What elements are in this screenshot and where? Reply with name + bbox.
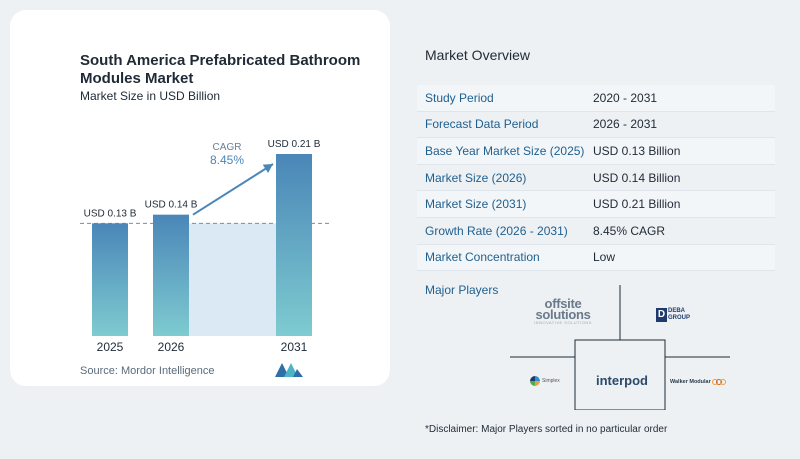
deba-logo-mark: D — [656, 308, 667, 322]
overview-row: Growth Rate (2026 - 2031) 8.45% CAGR — [417, 218, 775, 245]
major-players-title: Major Players — [425, 283, 499, 297]
walker-logo-text: Walker Modular — [670, 379, 711, 385]
overview-row: Market Size (2026) USD 0.14 Billion — [417, 165, 775, 192]
source-note: Source: Mordor Intelligence — [80, 365, 215, 377]
interpod-logo: interpod — [596, 373, 648, 388]
bar-2026 — [153, 214, 189, 336]
overview-row-label: Market Concentration — [425, 250, 540, 265]
simplex-logo: Simplex — [530, 376, 560, 386]
overview-row-value: 2020 - 2031 — [593, 90, 658, 105]
data-label: USD 0.21 B — [268, 139, 321, 150]
overview-row-label: Market Size (2026) — [425, 170, 527, 185]
market-overview-panel: Market Overview Study Period 2020 - 2031… — [400, 0, 800, 459]
walker-rings-icon — [711, 379, 726, 385]
players-grid — [510, 285, 730, 410]
chart-title: South America Prefabricated Bathroom Mod… — [80, 52, 361, 87]
overview-row-label: Growth Rate (2026 - 2031) — [425, 223, 568, 238]
overview-row-value: USD 0.21 Billion — [593, 197, 681, 212]
overview-row: Market Concentration Low — [417, 244, 775, 272]
overview-row-value: 2026 - 2031 — [593, 117, 658, 132]
offsite-logo-tag: INNOVATIVE SOLUTIONS — [534, 320, 592, 325]
data-label: USD 0.13 B — [84, 208, 137, 219]
overview-row: Base Year Market Size (2025) USD 0.13 Bi… — [417, 138, 775, 165]
simplex-logo-text: Simplex — [542, 378, 560, 384]
deba-logo-text2: GROUP — [668, 315, 691, 321]
deba-group-logo: D DEBA GROUP — [656, 308, 690, 322]
cagr-arrow-line — [192, 163, 274, 216]
overview-row-label: Study Period — [425, 90, 494, 105]
overview-title: Market Overview — [425, 47, 531, 63]
source-name: Mordor Intelligence — [120, 365, 215, 377]
overview-row-value: USD 0.13 Billion — [593, 143, 681, 158]
overview-row-value: Low — [593, 250, 616, 265]
x-tick-label: 2031 — [281, 340, 308, 354]
chart-subtitle: Market Size in USD Billion — [80, 89, 221, 103]
deba-logo-text1: DEBA — [668, 308, 686, 314]
cagr-value: 8.45% — [210, 153, 244, 167]
overview-row-value: 8.45% CAGR — [593, 223, 666, 238]
overview-row: Market Size (2031) USD 0.21 Billion — [417, 191, 775, 218]
walker-modular-logo: Walker Modular — [670, 378, 726, 386]
x-tick-label: 2025 — [97, 340, 124, 354]
overview-table: Study Period 2020 - 2031 Forecast Data P… — [417, 85, 775, 272]
bar-2031 — [276, 154, 312, 336]
x-tick-label: 2026 — [158, 340, 185, 354]
overview-row: Study Period 2020 - 2031 — [417, 85, 775, 112]
offsite-logo-line1: offsite — [544, 296, 582, 311]
overview-row-label: Forecast Data Period — [425, 117, 539, 132]
baseline-band — [189, 223, 276, 336]
overview-row: Forecast Data Period 2026 - 2031 — [417, 112, 775, 139]
source-label: Source: — [80, 365, 118, 377]
overview-row-label: Base Year Market Size (2025) — [425, 143, 585, 158]
bar-chart: USD 0.13 B 2025 USD 0.14 B 2026 USD 0.21 B 20… — [80, 139, 330, 354]
mordor-logo-icon — [275, 363, 303, 377]
overview-row-label: Market Size (2031) — [425, 197, 527, 212]
offsite-logo-line2: solutions — [535, 307, 591, 322]
cagr-label: CAGR — [213, 142, 242, 153]
data-label: USD 0.14 B — [145, 200, 198, 211]
simplex-logo-icon — [530, 376, 540, 386]
offsite-solutions-logo: offsite solutions INNOVATIVE SOLUTIONS — [528, 296, 598, 325]
cagr-arrow-head-icon — [262, 164, 273, 174]
disclaimer: *Disclaimer: Major Players sorted in no … — [425, 424, 668, 435]
bar-2025 — [92, 223, 128, 336]
overview-row-value: USD 0.14 Billion — [593, 170, 681, 185]
